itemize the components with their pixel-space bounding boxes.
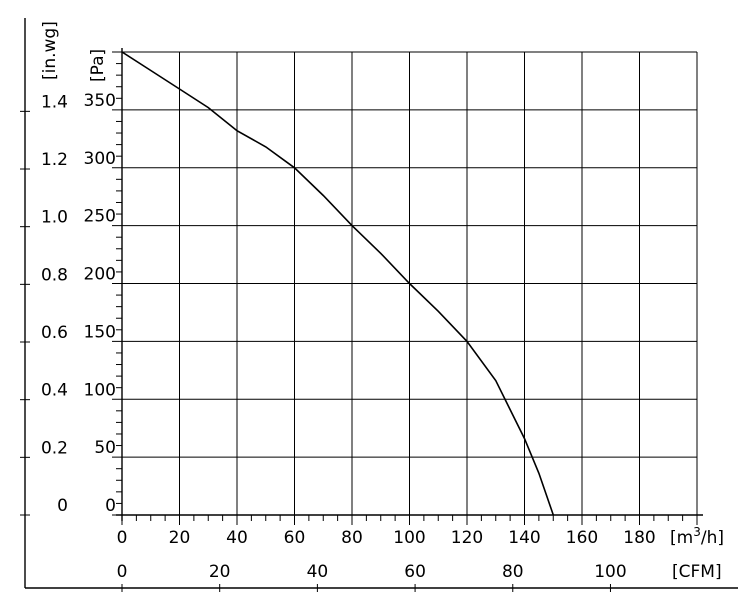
axes xyxy=(24,18,738,589)
y-primary-tick-label: 350 xyxy=(84,91,116,111)
y-secondary-unit-label: [in.wg] xyxy=(40,21,60,80)
x-secondary-tick-label: 0 xyxy=(117,562,128,582)
y-secondary-tick-label: 0.8 xyxy=(41,265,68,285)
y-secondary-tick-label: 0 xyxy=(57,496,68,516)
x-primary-tick-label: 160 xyxy=(566,528,598,548)
y-secondary-tick-label: 1.0 xyxy=(41,208,68,228)
y-primary-tick-label: 100 xyxy=(84,380,116,400)
y-primary-tick-label: 150 xyxy=(84,322,116,342)
y-secondary-tick-label: 1.4 xyxy=(41,92,68,112)
x-secondary-unit-label: [CFM] xyxy=(672,562,722,582)
series-line xyxy=(121,51,555,516)
x-primary-tick-label: 140 xyxy=(508,528,540,548)
y-primary-tick-label: 250 xyxy=(84,207,116,227)
tick-marks xyxy=(20,51,698,592)
x-primary-tick-label: 180 xyxy=(623,528,655,548)
x-secondary-tick-label: 20 xyxy=(209,562,231,582)
y-primary-unit-label: [Pa] xyxy=(88,49,108,82)
y-secondary-tick-label: 1.2 xyxy=(41,150,68,170)
x-secondary-tick-label: 80 xyxy=(502,562,524,582)
x-primary-tick-label: 80 xyxy=(341,528,363,548)
y-primary-tick-label: 0 xyxy=(105,496,116,516)
y-secondary-tick-label: 0.6 xyxy=(41,323,68,343)
x-primary-tick-label: 20 xyxy=(169,528,191,548)
x-secondary-tick-label: 40 xyxy=(307,562,329,582)
x-primary-tick-label: 0 xyxy=(117,528,128,548)
y-primary-tick-label: 200 xyxy=(84,265,116,285)
x-secondary-tick-label: 100 xyxy=(594,562,626,582)
y-secondary-tick-label: 0.4 xyxy=(41,381,68,401)
y-secondary-tick-label: 0.2 xyxy=(41,438,68,458)
x-primary-tick-label: 100 xyxy=(393,528,425,548)
x-secondary-tick-label: 60 xyxy=(404,562,426,582)
x-primary-tick-label: 40 xyxy=(226,528,248,548)
x-primary-tick-label: 60 xyxy=(284,528,306,548)
y-primary-tick-label: 50 xyxy=(94,438,116,458)
x-primary-tick-label: 120 xyxy=(451,528,483,548)
y-primary-tick-label: 300 xyxy=(84,149,116,169)
x-primary-unit-label: [m3/h] xyxy=(670,525,724,548)
